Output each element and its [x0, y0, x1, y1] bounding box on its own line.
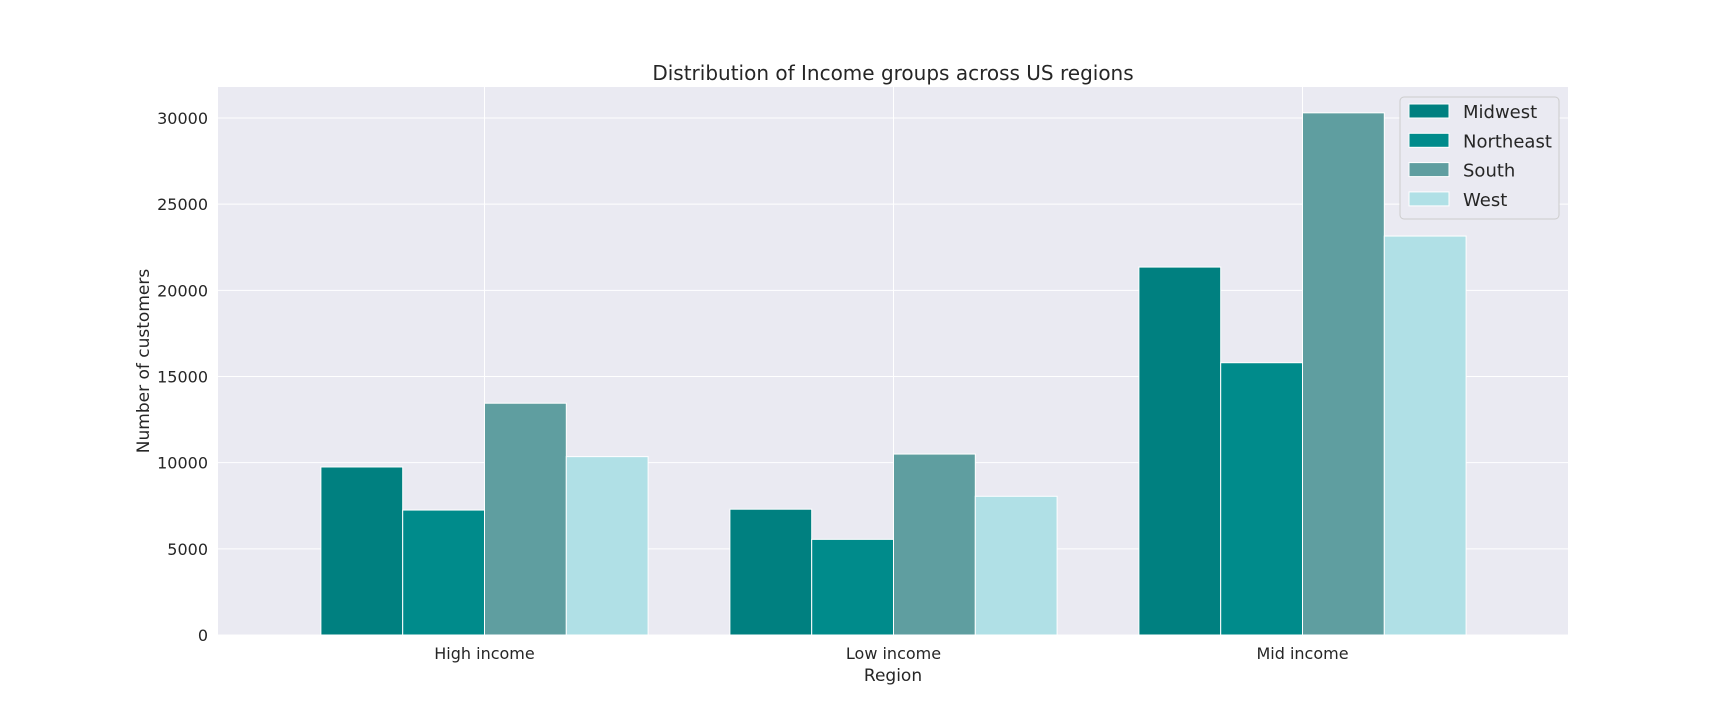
y-tick-label: 20000	[157, 281, 208, 300]
bar-northeast-high-income	[402, 509, 486, 636]
x-tick-label: High income	[434, 644, 534, 663]
x-tick-label: Low income	[846, 644, 941, 663]
bar-midwest-low-income	[729, 508, 813, 636]
legend-swatch	[1408, 103, 1450, 119]
bar-west-high-income	[565, 456, 649, 636]
bar-northeast-low-income	[811, 538, 895, 636]
bar-west-mid-income	[1383, 235, 1467, 636]
legend-label: Northeast	[1463, 131, 1552, 152]
legend-swatch	[1408, 191, 1450, 207]
y-axis-label: Number of customers	[134, 269, 154, 454]
x-tick-label: Mid income	[1256, 644, 1348, 663]
bar-south-mid-income	[1302, 112, 1385, 636]
x-axis-label: Region	[864, 666, 922, 686]
bar-south-low-income	[893, 453, 976, 636]
bars	[320, 112, 1467, 636]
y-tick-label: 0	[198, 626, 208, 645]
chart-title: Distribution of Income groups across US …	[652, 61, 1133, 85]
legend-frame	[1399, 96, 1560, 220]
y-tick-label: 25000	[157, 195, 208, 214]
legend: Midwest Northeast South West	[1399, 96, 1560, 220]
legend-swatch	[1408, 132, 1450, 148]
legend-label: South	[1463, 161, 1515, 182]
bar-west-low-income	[974, 495, 1058, 636]
bar-midwest-high-income	[320, 466, 404, 636]
y-tick-label: 10000	[157, 454, 208, 473]
x-tick-labels: High income Low income Mid income	[434, 644, 1348, 663]
y-tick-labels: 0 5000 10000 15000 20000 25000 30000	[157, 109, 208, 645]
bar-south-high-income	[484, 402, 567, 636]
legend-label: West	[1463, 190, 1507, 211]
y-tick-label: 30000	[157, 109, 208, 128]
y-tick-label: 15000	[157, 368, 208, 387]
bar-midwest-mid-income	[1138, 266, 1222, 636]
legend-label: Midwest	[1463, 102, 1537, 123]
y-tick-label: 5000	[167, 540, 208, 559]
legend-swatch	[1408, 162, 1450, 178]
legend-items: Midwest Northeast South West	[1408, 102, 1552, 211]
bar-northeast-mid-income	[1220, 362, 1303, 636]
